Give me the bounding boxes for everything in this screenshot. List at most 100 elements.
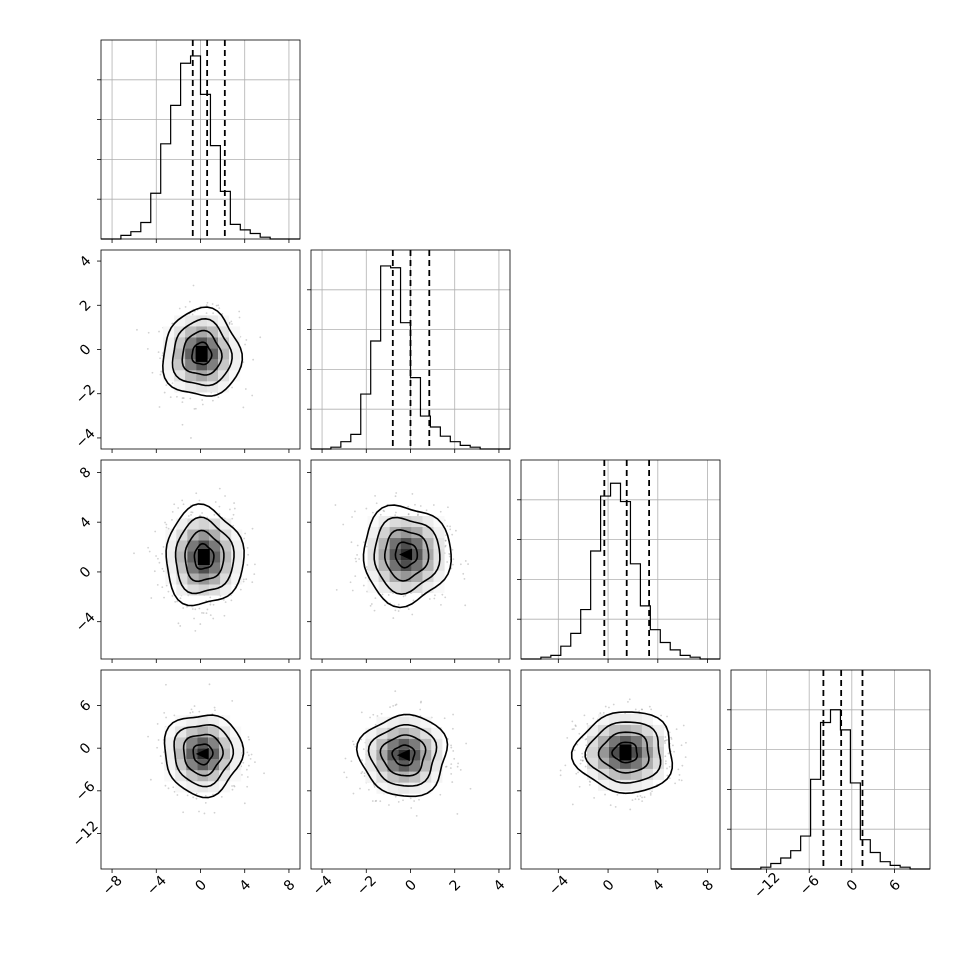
scatter-point [228,321,231,324]
density-cell [411,571,423,583]
scatter-point [464,604,467,607]
density-cell [398,771,410,783]
scatter-point [602,712,605,714]
density-cell [608,746,620,758]
scatter-point [370,603,373,605]
density-cell [411,560,423,572]
scatter-point [371,511,374,514]
density-cell [398,782,410,794]
scatter-point [371,800,374,802]
scatter-point [157,351,160,354]
scatter-point [247,553,250,556]
contour-line [391,744,416,767]
x-tick-label: 8 [281,877,299,895]
x-tick-label: −2 [354,873,380,899]
scatter-point [469,787,472,790]
scatter-point [668,731,671,734]
pair-panel-2-1 [307,459,511,663]
scatter-point [221,312,224,315]
scatter-point [355,560,358,563]
density-cell [586,768,598,780]
contour-line [174,516,235,595]
scatter-point [350,541,353,544]
scatter-point [407,513,410,515]
density-cell [400,527,412,539]
density-cell [630,735,642,747]
scatter-point [173,714,176,717]
scatter-point [136,328,138,331]
scatter-point [247,764,250,767]
density-cell [652,724,664,736]
scatter-point [678,774,681,776]
scatter-point [243,802,246,805]
scatter-point [251,527,254,530]
scatter-point [448,555,451,558]
density-cell [209,551,221,563]
scatter-point [215,304,218,307]
scatter-point [420,700,422,703]
scatter-point [444,765,447,768]
scatter-point [682,724,685,727]
density-cell [174,370,186,382]
density-cell [220,551,232,563]
x-tick-label: −12 [751,870,783,902]
scatter-point [204,794,207,797]
density-cell [220,584,232,596]
scatter-point [238,316,241,319]
scatter-point [361,770,364,773]
scatter-point [440,603,442,606]
scatter-point [177,507,180,509]
density-cell [198,584,210,596]
density-cell [229,337,241,349]
scatter-point [201,512,204,514]
scatter-point [664,739,666,742]
scatter-point [459,563,462,566]
density-cell [367,571,379,583]
density-cell [376,782,388,794]
density-cell [422,560,434,572]
scatter-point [410,807,413,809]
scatter-point [374,800,377,803]
density-cell [163,337,175,349]
scatter-point [244,388,247,390]
scatter-point [664,760,667,763]
scatter-point [190,511,193,514]
scatter-point [242,761,245,764]
density-cell [641,713,653,725]
scatter-point [571,728,574,731]
scatter-point [363,772,366,775]
scatter-point [360,738,363,741]
scatter-point [392,704,395,707]
scatter-point [232,524,235,527]
scatter-point [449,528,452,531]
density-cell [420,749,432,761]
y-tick-label: −4 [73,609,99,635]
scatter-point [465,742,468,745]
pair-content [136,284,262,439]
density-cell [433,538,445,550]
scatter-point [193,310,196,313]
x-tick-label: 0 [844,877,862,895]
scatter-point [360,711,363,714]
density-cell [185,315,197,327]
density-cell [218,337,230,349]
density-cell [165,562,177,574]
scatter-point [418,798,420,801]
scatter-point [643,796,646,799]
scatter-point [362,748,365,751]
scatter-point [407,608,410,611]
density-cell [387,782,399,794]
scatter-point [245,339,248,341]
scatter-point [604,705,607,708]
density-cell [652,757,664,769]
scatter-point [664,762,667,765]
scatter-point [162,570,165,573]
density-cell [420,716,432,728]
scatter-point [665,739,667,742]
mode-marker [195,747,209,760]
scatter-point [581,759,584,762]
density-cell [185,381,197,393]
scatter-point [451,548,454,551]
scatter-point [354,745,357,748]
scatter-point [195,797,198,800]
